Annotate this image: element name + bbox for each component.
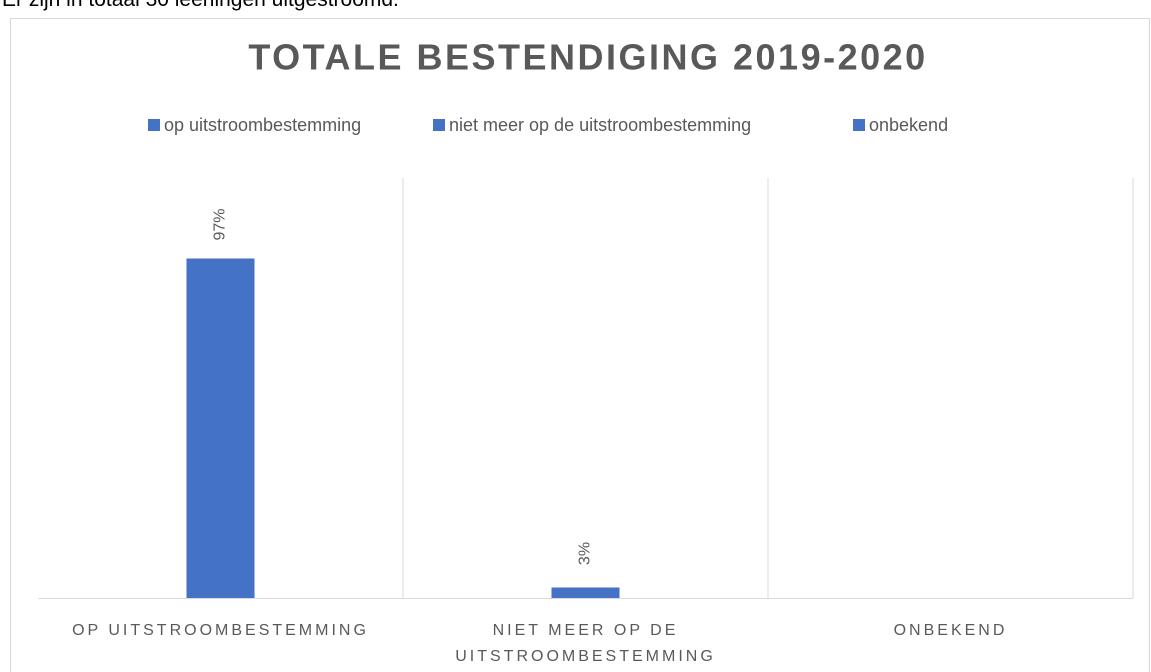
bar: [186, 258, 255, 598]
x-tick-label: OP UITSTROOMBESTEMMING: [72, 622, 369, 639]
legend-label: op uitstroombestemming: [164, 115, 361, 135]
bar: [551, 587, 620, 598]
x-tick-label: NIET MEER OP DE UITSTROOMBESTEMMING: [455, 622, 716, 665]
legend-label: niet meer op de uitstroombestemming: [449, 115, 751, 135]
legend-swatch: [853, 119, 865, 131]
data-label: 97%: [212, 208, 229, 240]
legend-swatch: [433, 119, 445, 131]
page-text: Er zijn in totaal 30 leerlingen uitgestr…: [2, 0, 399, 12]
legend-label: onbekend: [869, 115, 948, 135]
x-tick-label: ONBEKEND: [893, 622, 1008, 639]
chart-title: TOTALE BESTENDIGING 2019-2020: [248, 37, 927, 78]
legend-swatch: [148, 119, 160, 131]
data-label: 3%: [577, 542, 594, 565]
